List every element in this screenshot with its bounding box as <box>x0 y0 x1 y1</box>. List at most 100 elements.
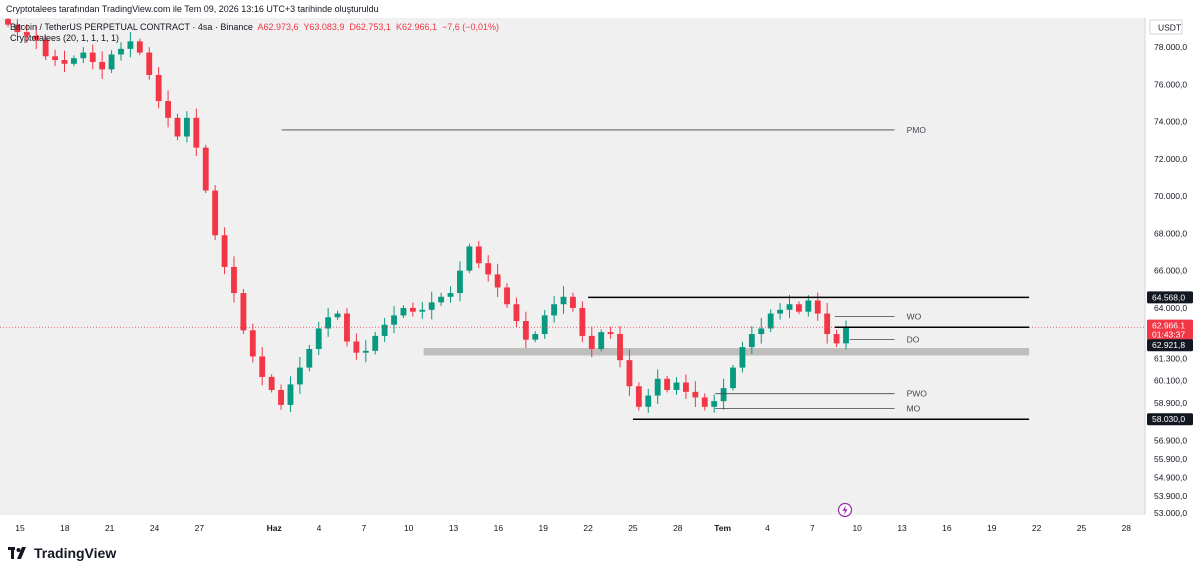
candle <box>400 305 407 318</box>
candle <box>617 326 623 368</box>
candle <box>692 381 699 407</box>
x-tick-label: Tem <box>714 523 731 533</box>
candle <box>23 24 30 44</box>
candle <box>362 340 369 363</box>
candle <box>748 326 755 355</box>
plot-background <box>0 18 1145 515</box>
candle <box>99 51 106 79</box>
y-tick-label: 56.900,0 <box>1154 435 1187 445</box>
lightning-icon[interactable] <box>837 502 853 518</box>
x-tick-label: 28 <box>1122 523 1132 533</box>
x-tick-label: 27 <box>195 523 205 533</box>
chart-area[interactable]: PMO WO DO PWO MO 78.000,0 76.000,0 74.000,0 72.… <box>0 16 1200 542</box>
price-tag <box>1147 339 1193 352</box>
candle <box>730 364 736 391</box>
price-scale[interactable] <box>1145 18 1200 515</box>
tradingview-logo[interactable]: TradingView <box>8 545 116 561</box>
candle <box>89 44 96 70</box>
currency-box[interactable] <box>1149 19 1183 35</box>
x-tick-label: 7 <box>810 523 815 533</box>
candle <box>570 292 576 312</box>
y-tick-label: 66.000,0 <box>1154 266 1187 276</box>
candle <box>325 307 332 337</box>
x-tick-label: 7 <box>361 523 366 533</box>
footer: TradingView <box>0 542 1200 572</box>
candle <box>824 302 831 344</box>
y-tick-label: 68.000,0 <box>1154 228 1187 238</box>
candle <box>287 376 294 413</box>
y-tick-label: 74.000,0 <box>1154 117 1187 127</box>
y-tick-label: 55.900,0 <box>1154 454 1187 464</box>
legend-indicator[interactable]: Cryptotalees (20, 1, 1, 1, 1) <box>10 33 120 43</box>
x-tick-label: 16 <box>942 523 952 533</box>
candle <box>438 292 445 307</box>
price-tag <box>1147 413 1193 426</box>
time-scale[interactable] <box>0 515 1145 542</box>
candle <box>268 374 275 393</box>
candle <box>108 50 115 74</box>
candle <box>673 377 680 395</box>
candle <box>372 331 379 355</box>
candle <box>475 241 482 269</box>
price-tag-label: 62.921,8 <box>1152 340 1185 350</box>
candle <box>278 384 284 410</box>
candle <box>118 42 124 61</box>
x-tick-label: 4 <box>317 523 322 533</box>
level-label: WO <box>907 311 922 321</box>
candle <box>579 301 586 342</box>
candle <box>466 243 473 274</box>
candle <box>654 369 661 404</box>
x-tick-label: 15 <box>15 523 25 533</box>
x-tick-label: 13 <box>897 523 907 533</box>
legend-symbol[interactable]: Bitcoin / TetherUS PERPETUAL CONTRACT · … <box>10 22 253 32</box>
candle <box>720 378 727 410</box>
chart-legend: Bitcoin / TetherUS PERPETUAL CONTRACT · … <box>10 22 499 44</box>
candle <box>767 309 774 333</box>
candle <box>231 256 237 303</box>
candle <box>758 317 765 344</box>
candle <box>485 255 492 282</box>
candle <box>494 263 501 298</box>
price-chart[interactable]: PMO WO DO PWO MO 78.000,0 76.000,0 74.000,0 72.… <box>0 16 1200 542</box>
demand-zone <box>423 348 1030 356</box>
candle <box>447 286 454 303</box>
candle <box>522 311 529 349</box>
candle <box>70 55 77 67</box>
candle <box>353 333 360 360</box>
candle <box>683 374 689 400</box>
candle <box>607 326 614 339</box>
level-label: PMO <box>907 125 927 135</box>
candle <box>61 50 68 73</box>
candle <box>52 49 58 67</box>
x-tick-label: 10 <box>852 523 862 533</box>
y-tick-label: 60.100,0 <box>1154 376 1187 386</box>
candle <box>626 349 633 396</box>
x-tick-label: 10 <box>404 523 414 533</box>
candle <box>240 288 247 335</box>
tradingview-brand: TradingView <box>34 545 117 561</box>
y-tick-label: 72.000,0 <box>1154 154 1187 164</box>
x-tick-label: 22 <box>1032 523 1042 533</box>
candle <box>146 47 153 80</box>
price-tag-label: 64.568,0 <box>1152 292 1185 302</box>
candle <box>711 394 718 413</box>
x-axis-ticks: 15 18 21 24 27 Haz 4 7 10 13 16 19 22 25 28 Tem 4 7 10 13 16… <box>15 523 1131 533</box>
currency-label: USDT <box>1158 23 1181 33</box>
candle <box>532 331 539 343</box>
y-tick-label: 76.000,0 <box>1154 79 1187 89</box>
candle <box>701 393 708 411</box>
y-tick-label: 58.900,0 <box>1154 398 1187 408</box>
candle <box>805 295 812 317</box>
candle <box>428 291 435 320</box>
x-tick-label: 28 <box>673 523 683 533</box>
x-tick-label: 19 <box>539 523 549 533</box>
x-tick-label: 21 <box>105 523 115 533</box>
candle <box>80 47 87 64</box>
candle <box>419 301 426 319</box>
level-layer: PMO WO DO PWO MO <box>0 125 1145 420</box>
candle <box>259 347 266 386</box>
candle <box>551 296 558 323</box>
candle <box>635 382 642 411</box>
candle <box>42 35 49 61</box>
